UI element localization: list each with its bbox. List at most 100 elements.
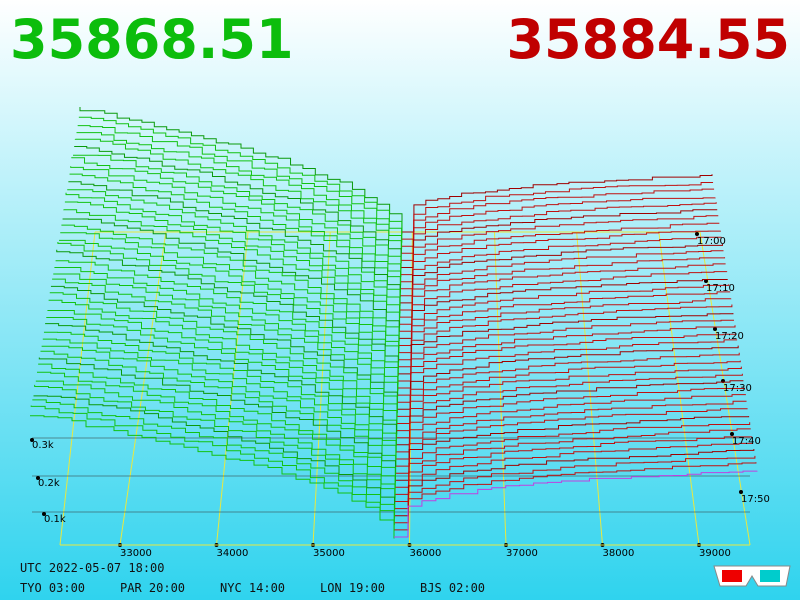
bid-layer xyxy=(38,357,396,483)
bid-layer xyxy=(43,331,397,453)
bid-layer xyxy=(48,299,398,425)
ask-layer xyxy=(396,360,741,424)
ask-layer xyxy=(395,428,751,495)
price-label: 38000 xyxy=(603,548,635,559)
city-time: PAR 20:00 xyxy=(120,581,185,595)
ask-layer xyxy=(395,408,748,474)
ask-price: 35884.55 xyxy=(506,8,790,71)
price-grid-line xyxy=(216,231,249,546)
depth-curves xyxy=(30,107,758,539)
ask-layer xyxy=(394,442,754,510)
ask-layer xyxy=(399,250,724,311)
city-time: TYO 03:00 xyxy=(20,581,85,595)
ask-layer xyxy=(400,222,720,283)
bid-layer xyxy=(59,239,400,363)
bid-layer xyxy=(50,285,398,413)
bid-layer xyxy=(38,363,396,489)
depth-label: 0.2k xyxy=(38,478,60,489)
bid-layer xyxy=(78,116,403,243)
bid-layer xyxy=(34,384,396,510)
bid-layer xyxy=(49,292,398,417)
ask-layer xyxy=(399,271,728,332)
time-label: 17:50 xyxy=(741,494,770,505)
bid-layer xyxy=(70,166,402,293)
ask-layer xyxy=(394,449,755,517)
city-time: NYC 14:00 xyxy=(220,581,285,595)
price-label: 36000 xyxy=(410,548,442,559)
bid-layer xyxy=(71,157,402,286)
time-label: 17:00 xyxy=(697,236,726,247)
ask-layer xyxy=(394,436,753,502)
time-tick xyxy=(730,432,734,436)
time-tick xyxy=(713,327,717,331)
ask-layer xyxy=(399,279,728,339)
price-grid-line xyxy=(119,231,167,546)
price-label: 39000 xyxy=(699,548,731,559)
ask-layer xyxy=(394,470,758,538)
bid-layer xyxy=(40,350,397,474)
bid-layer xyxy=(61,224,400,348)
utc-time: UTC 2022-05-07 18:00 xyxy=(20,561,165,575)
bid-layer xyxy=(74,146,402,270)
depth-tick xyxy=(36,476,40,480)
bid-layer xyxy=(45,323,397,446)
ask-layer xyxy=(398,298,732,361)
axis-labels: 33000 34000 35000 36000 37000 38000 39000 0.3k 0… xyxy=(32,236,770,559)
bid-layer xyxy=(47,310,398,435)
bid-layer xyxy=(60,232,400,353)
bid-layer xyxy=(46,317,398,439)
bid-layer xyxy=(65,192,401,318)
bid-layer xyxy=(76,132,402,254)
lens-red xyxy=(722,570,742,582)
bid-layer xyxy=(30,415,395,539)
ask-layer xyxy=(402,174,713,233)
ask-layer xyxy=(395,400,747,467)
time-label: 17:40 xyxy=(732,436,761,447)
ask-layer xyxy=(396,373,743,439)
ask-layer xyxy=(400,236,722,297)
bid-layer xyxy=(32,399,395,526)
bid-layer xyxy=(68,181,401,306)
bid-layer xyxy=(53,273,399,397)
bid-price: 35868.51 xyxy=(10,8,294,71)
bid-layer xyxy=(69,173,401,298)
price-grid-line xyxy=(576,231,603,546)
bid-layer xyxy=(62,218,400,341)
bid-layer xyxy=(42,338,397,460)
ask-layer xyxy=(394,455,756,524)
bid-layer xyxy=(74,138,402,263)
ask-layer xyxy=(398,313,734,375)
bid-layer xyxy=(36,371,396,499)
price-label: 37000 xyxy=(506,548,538,559)
bid-layer xyxy=(33,395,396,518)
glasses-icon xyxy=(713,565,791,587)
ask-layer xyxy=(397,333,737,396)
ask-layer xyxy=(399,263,726,325)
ask-layer xyxy=(397,325,736,389)
bid-layer xyxy=(55,260,399,385)
bid-layer xyxy=(57,242,399,369)
bid-layer xyxy=(73,154,402,278)
time-label: 17:10 xyxy=(706,283,735,294)
ask-layer xyxy=(401,197,716,254)
depth-label: 0.1k xyxy=(44,514,66,525)
ask-layer xyxy=(395,422,751,488)
depth-tick xyxy=(42,512,46,516)
bid-layer xyxy=(67,189,401,314)
bid-layer xyxy=(77,125,403,249)
left-edge xyxy=(59,231,96,546)
price-grid-line xyxy=(494,231,507,546)
ask-layer xyxy=(400,243,723,304)
lens-cyan xyxy=(760,570,780,582)
ask-layer xyxy=(401,209,718,268)
ask-layer xyxy=(397,339,738,403)
bid-layer xyxy=(35,380,396,503)
ask-layer xyxy=(398,304,733,368)
time-label: 17:30 xyxy=(723,383,752,394)
ask-layer xyxy=(399,284,730,346)
bid-layer xyxy=(63,209,400,332)
bid-layer xyxy=(54,267,399,391)
ask-layer xyxy=(401,182,714,240)
ask-layer xyxy=(400,230,721,290)
